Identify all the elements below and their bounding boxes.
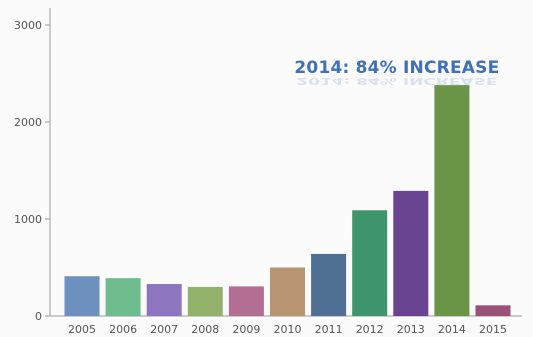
bars <box>64 85 511 316</box>
x-tick-label: 2011 <box>315 323 343 336</box>
bar-2013 <box>393 190 429 316</box>
x-tick-label: 2014 <box>438 323 466 336</box>
annotation-text: 2014: 84% INCREASE <box>294 58 499 78</box>
bar-2015 <box>475 305 511 316</box>
x-tick-label: 2012 <box>356 323 384 336</box>
bar-2007 <box>146 283 182 316</box>
bar-2010 <box>270 267 305 316</box>
x-tick-label: 2009 <box>232 323 260 336</box>
bar-2006 <box>105 278 141 316</box>
x-tick-label: 2010 <box>274 323 302 336</box>
x-tick-label: 2007 <box>150 323 178 336</box>
annotation: 2014: 84% INCREASE 2014: 84% INCREASE <box>294 58 499 86</box>
bar-2014 <box>434 85 470 316</box>
bar-2012 <box>352 210 388 316</box>
y-tick-label: 3000 <box>14 19 42 32</box>
bar-2011 <box>311 253 347 316</box>
y-tick-label: 2000 <box>14 116 42 129</box>
y-axis-ticks: 0 1000 2000 3000 <box>14 19 50 323</box>
x-tick-label: 2006 <box>109 323 137 336</box>
x-tick-label: 2005 <box>68 323 96 336</box>
x-tick-label: 2013 <box>397 323 425 336</box>
x-axis-ticks: 2005 2006 2007 2008 2009 2010 2011 2012 2013 2014… <box>68 323 507 336</box>
x-tick-label: 2008 <box>191 323 219 336</box>
y-tick-label: 1000 <box>14 213 42 226</box>
annotation-reflection: 2014: 84% INCREASE <box>296 75 497 86</box>
bar-2005 <box>64 276 100 316</box>
x-tick-label: 2015 <box>479 323 507 336</box>
y-tick-label: 0 <box>35 310 42 323</box>
bar-2008 <box>187 286 223 316</box>
bar-2009 <box>228 286 264 316</box>
